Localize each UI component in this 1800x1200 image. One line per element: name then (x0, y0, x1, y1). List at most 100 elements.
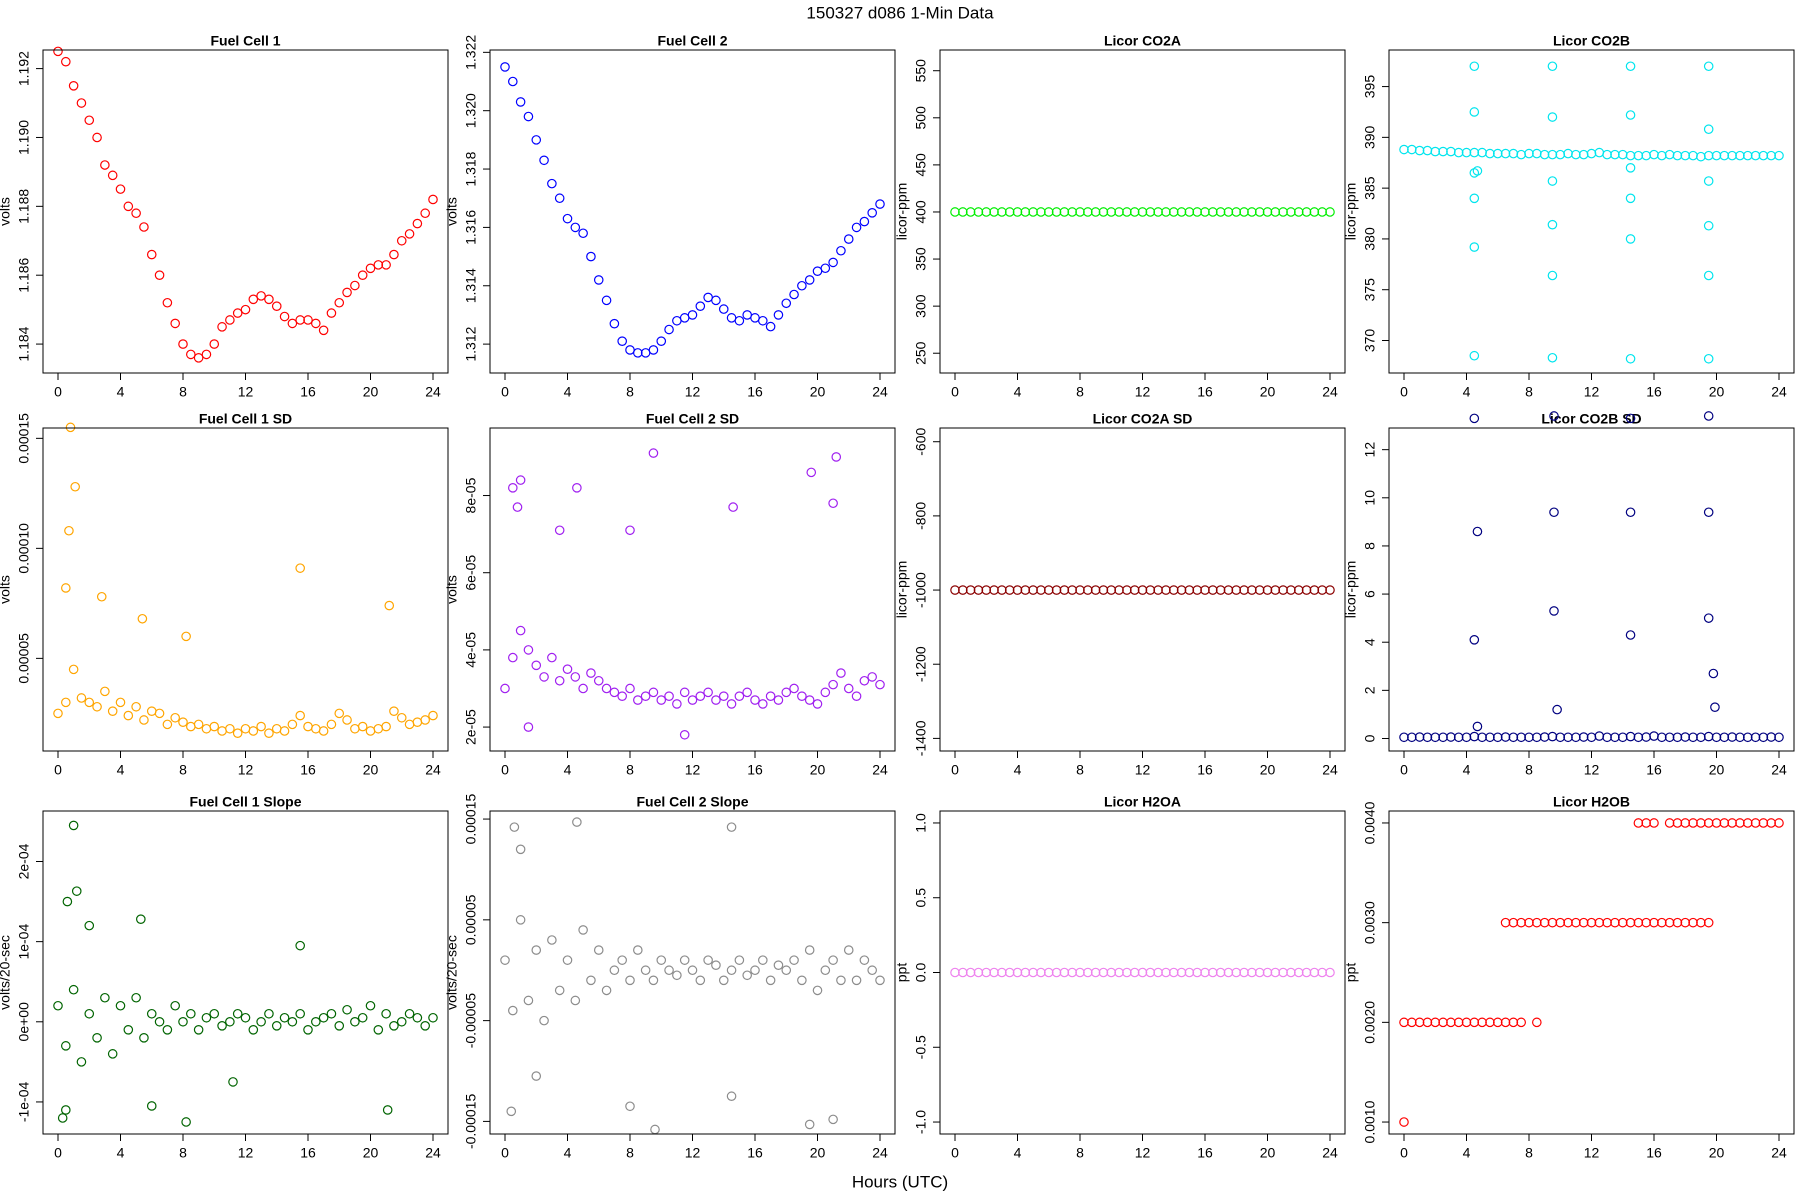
point (1469, 350, 1480, 361)
point (593, 275, 604, 285)
y-tick-label: 1.322 (463, 35, 479, 70)
x-tick-label: 16 (1646, 1145, 1662, 1161)
y-tick-label: 0.00015 (16, 413, 32, 464)
point (617, 336, 627, 346)
x-tick-label: 8 (1076, 762, 1084, 778)
point (76, 1057, 87, 1067)
x-tick-label: 12 (685, 384, 701, 400)
x-tick-label: 0 (501, 762, 509, 778)
point (225, 1016, 235, 1027)
y-tick-label: 4e-05 (463, 632, 479, 668)
x-tick-label: 8 (1525, 1145, 1533, 1161)
point (508, 652, 518, 663)
point (1703, 124, 1714, 135)
x-tick-label: 20 (810, 384, 826, 400)
point (131, 208, 141, 219)
point (804, 1119, 815, 1130)
panel-title: Fuel Cell 2 (657, 33, 727, 49)
point (1703, 61, 1714, 72)
point (664, 324, 674, 335)
point (146, 249, 157, 260)
point (123, 201, 134, 212)
point (734, 691, 745, 702)
x-tick-label: 0 (951, 384, 959, 400)
point (789, 683, 799, 694)
point (648, 975, 659, 986)
point (68, 81, 79, 91)
point (115, 184, 126, 194)
x-tick-label: 8 (1525, 384, 1533, 400)
point (428, 194, 438, 205)
point (531, 135, 542, 145)
y-tick-label: -1000 (913, 572, 929, 608)
point (107, 706, 118, 716)
point (68, 664, 79, 675)
x-tick-label: 16 (300, 762, 316, 778)
x-tick-label: 24 (1771, 1145, 1787, 1161)
x-tick-label: 24 (1322, 1145, 1338, 1161)
point (633, 695, 643, 705)
point (554, 675, 565, 686)
point (61, 56, 71, 67)
point (773, 695, 784, 705)
point (248, 294, 259, 305)
point (65, 422, 76, 433)
point (428, 1012, 438, 1023)
point (687, 965, 698, 976)
point (797, 975, 807, 986)
point (726, 965, 737, 976)
point (131, 701, 141, 712)
x-tick-label: 0 (501, 1145, 509, 1161)
point (76, 693, 87, 703)
point (342, 1004, 352, 1015)
point (734, 955, 745, 965)
point (609, 687, 620, 698)
point (1625, 353, 1636, 364)
point (500, 683, 510, 694)
y-axis-label: volts (444, 575, 460, 604)
plot-frame (939, 49, 1346, 374)
x-tick-label: 4 (117, 384, 125, 400)
point (201, 349, 212, 360)
point (1547, 352, 1558, 363)
x-tick-label: 0 (951, 762, 959, 778)
point (162, 719, 173, 730)
point (420, 715, 430, 725)
point (726, 1091, 737, 1102)
point (515, 844, 526, 855)
point (789, 955, 799, 965)
point (181, 631, 191, 642)
point (531, 945, 542, 955)
x-tick-label: 0 (1400, 762, 1408, 778)
x-tick-label: 8 (626, 1145, 634, 1161)
point (1625, 61, 1636, 72)
x-tick-label: 16 (1646, 762, 1662, 778)
point (412, 1012, 423, 1023)
x-tick-label: 12 (1135, 1145, 1151, 1161)
point (617, 691, 627, 702)
point (640, 965, 651, 976)
x-tick-label: 20 (1709, 762, 1725, 778)
y-tick-label: 2e-05 (463, 709, 479, 745)
panel-title: Licor CO2A SD (1093, 411, 1193, 427)
point (1469, 413, 1480, 424)
point (1472, 166, 1483, 176)
point (578, 683, 588, 694)
point (396, 1016, 407, 1027)
y-tick-label: 2e-04 (16, 843, 32, 879)
y-tick-label: 1.0 (913, 813, 929, 833)
point (1625, 163, 1636, 173)
x-tick-label: 8 (1525, 762, 1533, 778)
point (750, 695, 760, 705)
point (62, 896, 73, 907)
point (1469, 61, 1480, 72)
y-tick-label: 0 (1362, 734, 1378, 742)
x-tick-label: 16 (300, 384, 316, 400)
point (92, 701, 102, 712)
y-tick-label: -0.5 (913, 1035, 929, 1059)
panel-title: Fuel Cell 1 (210, 33, 280, 49)
point (420, 1020, 430, 1031)
x-tick-label: 24 (425, 1145, 441, 1161)
point (523, 645, 534, 655)
x-tick-label: 0 (501, 384, 509, 400)
